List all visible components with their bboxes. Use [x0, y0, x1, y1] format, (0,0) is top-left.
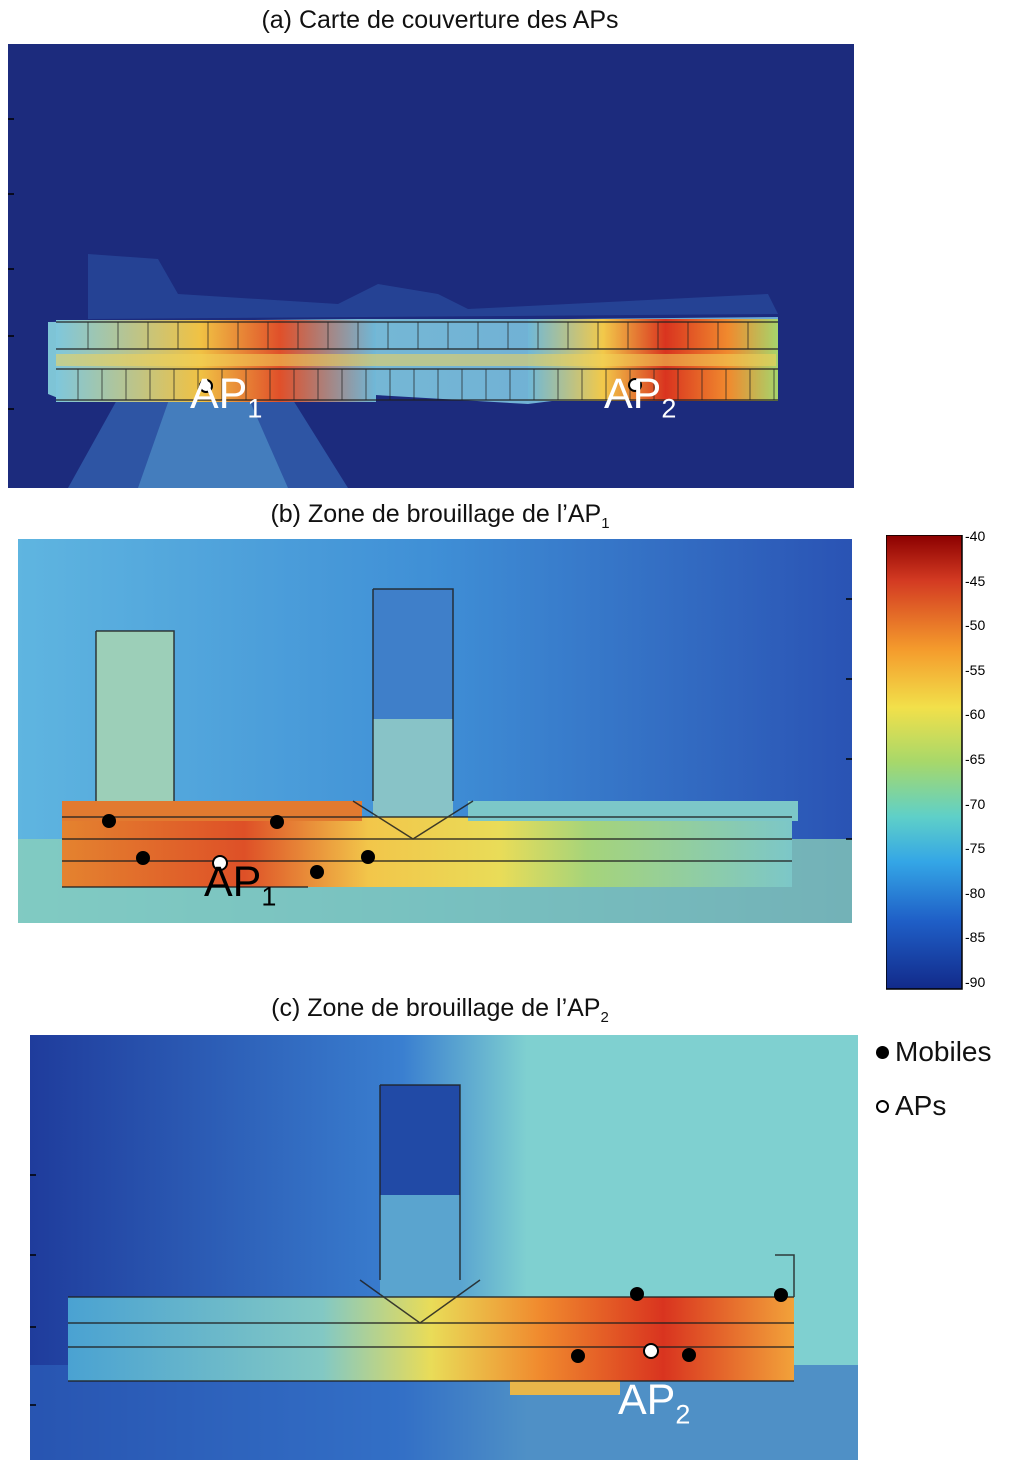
colorbar-tick-label: -65	[965, 751, 986, 767]
interference-map-panel-c	[30, 1035, 858, 1460]
ap1-a-sub: 1	[247, 393, 263, 424]
ap1-b-sub: 1	[261, 881, 277, 912]
ap1-b-main: AP	[204, 858, 262, 906]
filled-circle-icon	[876, 1045, 889, 1059]
colorbar	[886, 535, 964, 991]
mobile-marker	[310, 865, 324, 879]
ap2-a-sub: 2	[661, 393, 677, 424]
interference-map-panel-b	[18, 539, 852, 923]
legend-aps: APs	[876, 1090, 946, 1122]
ap2-a-main: AP	[604, 370, 662, 418]
legend-mobiles-label: Mobiles	[895, 1036, 992, 1067]
ap2-c-sub: 2	[675, 1399, 691, 1430]
caption-panel-c: (c) Zone de brouillage de l’AP2	[0, 994, 880, 1026]
ap2-marker	[643, 1343, 659, 1359]
mobile-marker	[361, 850, 375, 864]
ap1-label-a: AP1	[190, 370, 262, 425]
ap1-marker	[212, 855, 228, 871]
colorbar-tick-label: -55	[965, 661, 986, 678]
ap2-c-main: AP	[618, 1376, 676, 1424]
ap1-a-main: AP	[190, 370, 248, 418]
mobile-marker	[270, 815, 284, 829]
legend-mobiles: Mobiles	[876, 1036, 991, 1068]
hollow-circle-icon	[876, 1099, 889, 1113]
colorbar-tick-label: -75	[965, 840, 986, 857]
colorbar-tick-label: -40	[965, 528, 986, 544]
caption-c-sub: 2	[600, 1009, 609, 1026]
caption-b-text: (b) Zone de brouillage de l’AP	[270, 500, 602, 528]
colorbar-tick-label: -80	[965, 884, 986, 901]
colorbar-tick-label: -45	[965, 572, 986, 589]
colorbar-tick-label: -60	[965, 706, 986, 723]
colorbar-tick-label: -50	[965, 617, 986, 634]
caption-b-sub: 1	[601, 515, 610, 532]
mobile-marker	[682, 1348, 696, 1362]
colorbar-tick-label: -90	[965, 974, 986, 990]
caption-c-text: (c) Zone de brouillage de l’AP	[271, 994, 601, 1022]
ap2-label-a: AP2	[604, 370, 676, 425]
caption-panel-b: (b) Zone de brouillage de l’AP1	[0, 500, 880, 532]
ap2-marker	[628, 378, 642, 392]
caption-panel-a: (a) Carte de couverture des APs	[0, 6, 880, 35]
caption-a-text: (a) Carte de couverture des APs	[261, 6, 619, 34]
mobile-marker	[136, 851, 150, 865]
coverage-map-panel-a	[8, 44, 854, 488]
ap1-marker	[199, 379, 213, 393]
legend-aps-label: APs	[895, 1090, 947, 1121]
colorbar-tick-label: -85	[965, 929, 986, 946]
mobile-marker	[630, 1287, 644, 1301]
mobile-marker	[571, 1349, 585, 1363]
mobile-marker	[102, 814, 116, 828]
ap1-label-b: AP1	[204, 858, 276, 913]
mobile-marker	[774, 1288, 788, 1302]
ap2-label-c: AP2	[618, 1376, 690, 1431]
colorbar-tick-label: -70	[965, 795, 986, 812]
